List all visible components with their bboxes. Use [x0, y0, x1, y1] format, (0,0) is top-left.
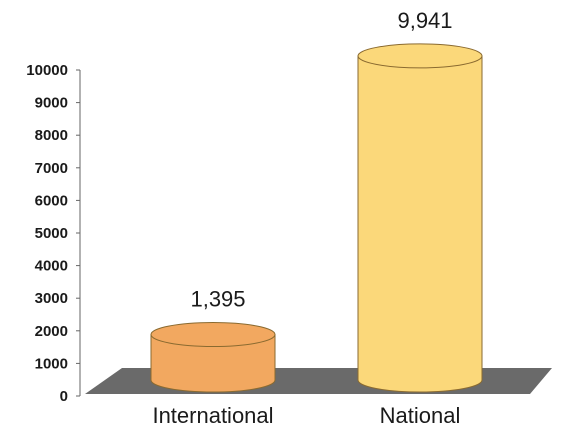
x-tick-label: National: [380, 403, 461, 428]
y-tick-label: 9000: [35, 95, 68, 112]
y-tick-label: 5000: [35, 225, 68, 242]
bar-body-international: [150, 334, 276, 393]
y-tick-label: 0: [60, 388, 68, 405]
y-tick-label: 7000: [35, 160, 68, 177]
y-tick-label: 4000: [35, 258, 68, 275]
bar-top-international: [150, 322, 276, 348]
y-tick-label: 10000: [26, 62, 68, 79]
bars: [150, 43, 483, 393]
bar-body-national: [357, 55, 483, 393]
y-tick-label: 8000: [35, 127, 68, 144]
y-tick-label: 6000: [35, 192, 68, 209]
x-tick-labels: International National: [152, 403, 460, 428]
y-tick-label: 2000: [35, 323, 68, 340]
y-axis: 0 1000 2000 3000 4000 5000 6000 7000 8000 9000 100…: [26, 62, 81, 405]
y-tick-label: 1000: [35, 355, 68, 372]
y-tick-label: 3000: [35, 290, 68, 307]
bar-top-national: [357, 43, 483, 69]
data-label: 1,395: [190, 287, 245, 312]
data-labels: 1,395 9,941: [190, 8, 452, 312]
y-tick-labels: 0 1000 2000 3000 4000 5000 6000 7000 8000 9000 100…: [26, 62, 80, 405]
x-tick-label: International: [152, 403, 273, 428]
data-label: 9,941: [397, 8, 452, 33]
